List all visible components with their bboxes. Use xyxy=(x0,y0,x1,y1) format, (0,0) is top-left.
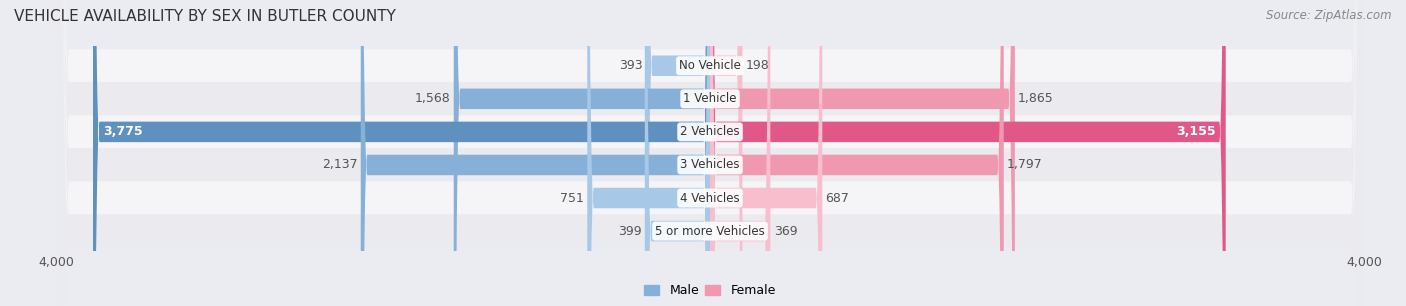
FancyBboxPatch shape xyxy=(454,0,710,306)
Text: 3 Vehicles: 3 Vehicles xyxy=(681,159,740,171)
Text: 2,137: 2,137 xyxy=(322,159,357,171)
FancyBboxPatch shape xyxy=(56,0,1364,306)
FancyBboxPatch shape xyxy=(93,0,710,306)
Text: 1,797: 1,797 xyxy=(1007,159,1043,171)
Text: 399: 399 xyxy=(617,225,641,237)
FancyBboxPatch shape xyxy=(710,0,742,306)
Text: 369: 369 xyxy=(773,225,797,237)
FancyBboxPatch shape xyxy=(710,0,823,306)
FancyBboxPatch shape xyxy=(710,0,1015,306)
Text: 1 Vehicle: 1 Vehicle xyxy=(683,92,737,105)
FancyBboxPatch shape xyxy=(56,0,1364,306)
Text: 5 or more Vehicles: 5 or more Vehicles xyxy=(655,225,765,237)
Text: Source: ZipAtlas.com: Source: ZipAtlas.com xyxy=(1267,9,1392,22)
Text: 3,155: 3,155 xyxy=(1177,125,1216,138)
FancyBboxPatch shape xyxy=(56,0,1364,306)
Legend: Male, Female: Male, Female xyxy=(640,279,780,302)
Text: 4 Vehicles: 4 Vehicles xyxy=(681,192,740,204)
FancyBboxPatch shape xyxy=(645,0,710,306)
FancyBboxPatch shape xyxy=(710,0,1004,306)
Text: 1,865: 1,865 xyxy=(1018,92,1054,105)
FancyBboxPatch shape xyxy=(56,0,1364,306)
Text: VEHICLE AVAILABILITY BY SEX IN BUTLER COUNTY: VEHICLE AVAILABILITY BY SEX IN BUTLER CO… xyxy=(14,9,396,24)
Text: 751: 751 xyxy=(560,192,583,204)
FancyBboxPatch shape xyxy=(645,0,710,306)
FancyBboxPatch shape xyxy=(361,0,710,306)
Text: 1,568: 1,568 xyxy=(415,92,450,105)
Text: 2 Vehicles: 2 Vehicles xyxy=(681,125,740,138)
FancyBboxPatch shape xyxy=(710,0,770,306)
FancyBboxPatch shape xyxy=(710,0,1226,306)
Text: 687: 687 xyxy=(825,192,849,204)
Text: 3,775: 3,775 xyxy=(103,125,142,138)
FancyBboxPatch shape xyxy=(588,0,710,306)
FancyBboxPatch shape xyxy=(56,0,1364,306)
Text: 198: 198 xyxy=(745,59,769,72)
FancyBboxPatch shape xyxy=(56,0,1364,306)
Text: No Vehicle: No Vehicle xyxy=(679,59,741,72)
Text: 393: 393 xyxy=(619,59,643,72)
